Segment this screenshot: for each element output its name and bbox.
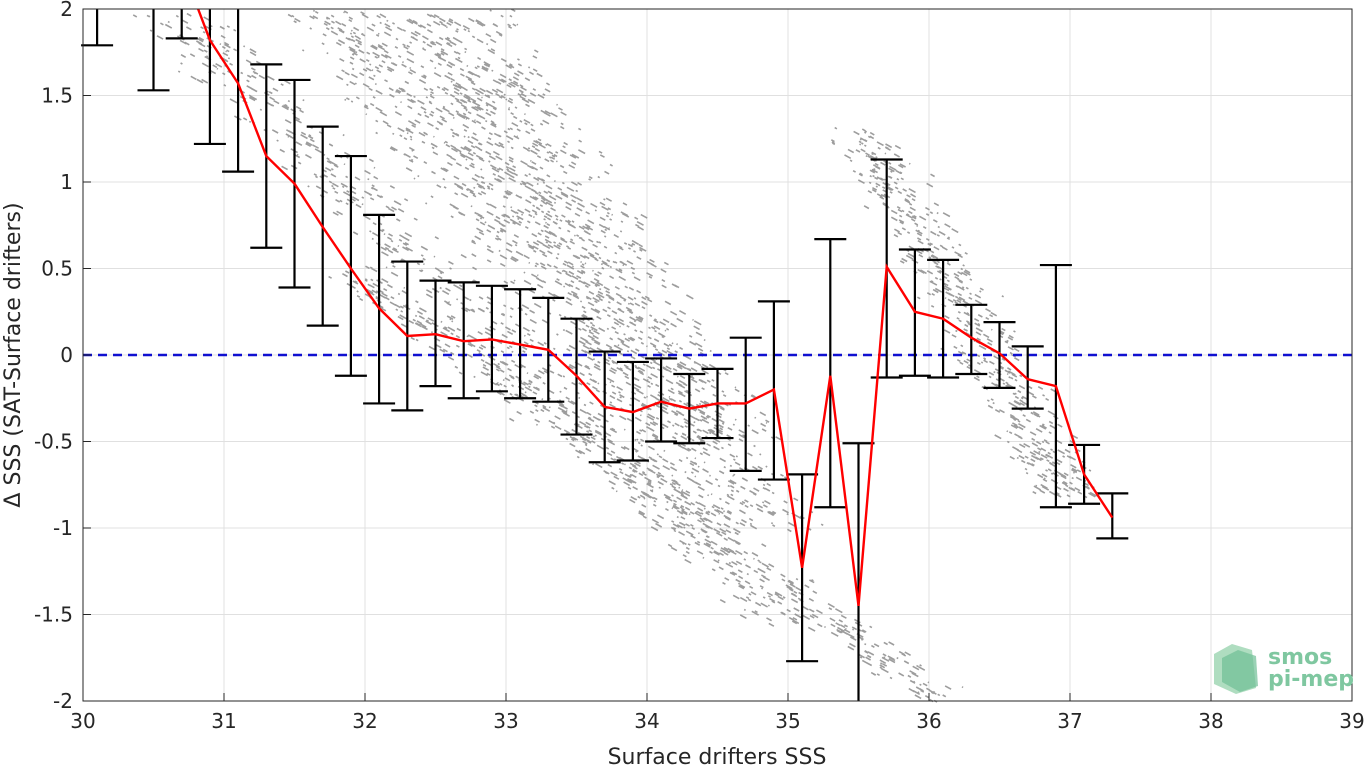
x-tick-label: 32 <box>352 709 377 733</box>
error-bar <box>222 9 255 173</box>
x-tick-label: 31 <box>211 709 236 733</box>
logo-text-line1: smos <box>1268 645 1332 670</box>
y-tick-label: 1.5 <box>41 84 73 108</box>
x-tick-label: 37 <box>1057 709 1082 733</box>
error-bar <box>814 237 847 509</box>
x-tick-label: 33 <box>493 709 518 733</box>
logo-text-line2: pi-mep <box>1268 667 1354 692</box>
x-tick-label: 36 <box>916 709 941 733</box>
y-tick-label: -1.5 <box>34 603 73 627</box>
y-tick-label: 2 <box>60 0 73 21</box>
error-bar <box>983 321 1016 389</box>
y-tick-label: 1 <box>60 170 73 194</box>
y-tick-label: 0 <box>60 343 73 367</box>
error-bar <box>81 9 114 47</box>
y-tick-label: -1 <box>53 516 73 540</box>
mean-line-path <box>196 9 1114 607</box>
y-tick-label: -0.5 <box>34 430 73 454</box>
y-tick-label: 0.5 <box>41 257 73 281</box>
mean-line <box>196 9 1114 607</box>
error-bar <box>193 9 226 146</box>
y-axis-ticks: -2 -1.5 -1 -0.5 0 0.5 1 1.5 2 <box>34 0 91 713</box>
x-tick-label: 38 <box>1198 709 1223 733</box>
x-tick-label: 30 <box>70 709 95 733</box>
error-bar <box>645 357 678 443</box>
x-tick-label: 34 <box>634 709 659 733</box>
x-axis-label: Surface drifters SSS <box>608 745 827 766</box>
y-axis-label: Δ SSS (SAT-Surface drifters) <box>1 202 26 507</box>
x-tick-label: 35 <box>775 709 800 733</box>
error-bar <box>334 154 367 377</box>
y-tick-label: -2 <box>53 689 73 713</box>
smos-pi-mep-logo: smos pi-mep <box>1214 644 1354 694</box>
error-bar <box>1011 345 1044 410</box>
error-bar <box>842 442 875 701</box>
error-bar <box>137 9 170 92</box>
x-axis-ticks: 30 31 32 33 34 35 36 37 38 39 <box>70 693 1365 733</box>
error-bar <box>165 9 198 40</box>
x-tick-label: 39 <box>1339 709 1364 733</box>
error-bar <box>955 303 988 376</box>
